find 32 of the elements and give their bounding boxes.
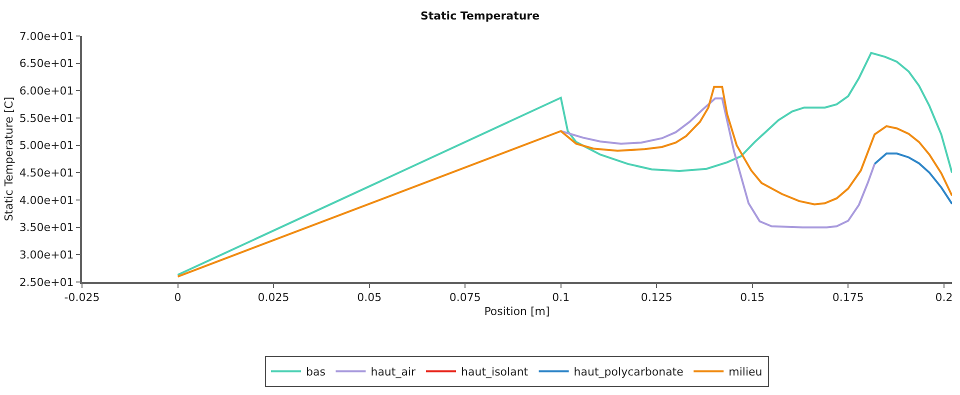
x-tick-label: 0.05 — [357, 291, 382, 304]
y-tick-label: 3.50e+01 — [19, 221, 74, 234]
y-tick-label: 6.50e+01 — [19, 57, 74, 70]
line-series — [874, 152, 952, 205]
y-tick-label: 7.00e+01 — [19, 30, 74, 43]
y-axis-title: Static Temperature [C] — [2, 96, 16, 222]
x-tick-label: 0.15 — [740, 291, 765, 304]
x-tick-label: 0.025 — [258, 291, 290, 304]
y-tick-label: 2.50e+01 — [19, 276, 74, 289]
y-tick-label: 5.00e+01 — [19, 139, 74, 152]
line-series — [560, 97, 876, 228]
legend-label: haut_polycarbonate — [574, 366, 684, 379]
chart-title: Static Temperature — [420, 10, 540, 23]
x-tick-label: 0.2 — [935, 291, 953, 304]
legend-label: milieu — [728, 366, 762, 379]
x-tick-label: 0.175 — [832, 291, 864, 304]
y-tick-label: 4.00e+01 — [19, 194, 74, 207]
x-tick-label: 0.125 — [640, 291, 672, 304]
legend-label: haut_air — [370, 366, 416, 379]
x-tick-label: 0.1 — [552, 291, 570, 304]
y-tick-label: 4.50e+01 — [19, 166, 74, 180]
legend-label: bas — [306, 366, 326, 379]
y-tick-label: 6.00e+01 — [19, 84, 74, 98]
x-axis-title: Position [m] — [484, 304, 550, 318]
y-tick-label: 5.50e+01 — [19, 112, 74, 125]
line-series — [176, 52, 952, 276]
x-tick-label: 0.075 — [449, 291, 481, 304]
x-tick-label: -0.025 — [64, 291, 100, 304]
line-series — [176, 86, 952, 278]
y-tick-label: 3.00e+01 — [19, 248, 74, 262]
legend-label: haut_isolant — [461, 366, 529, 379]
x-tick-label: 0 — [174, 291, 182, 304]
